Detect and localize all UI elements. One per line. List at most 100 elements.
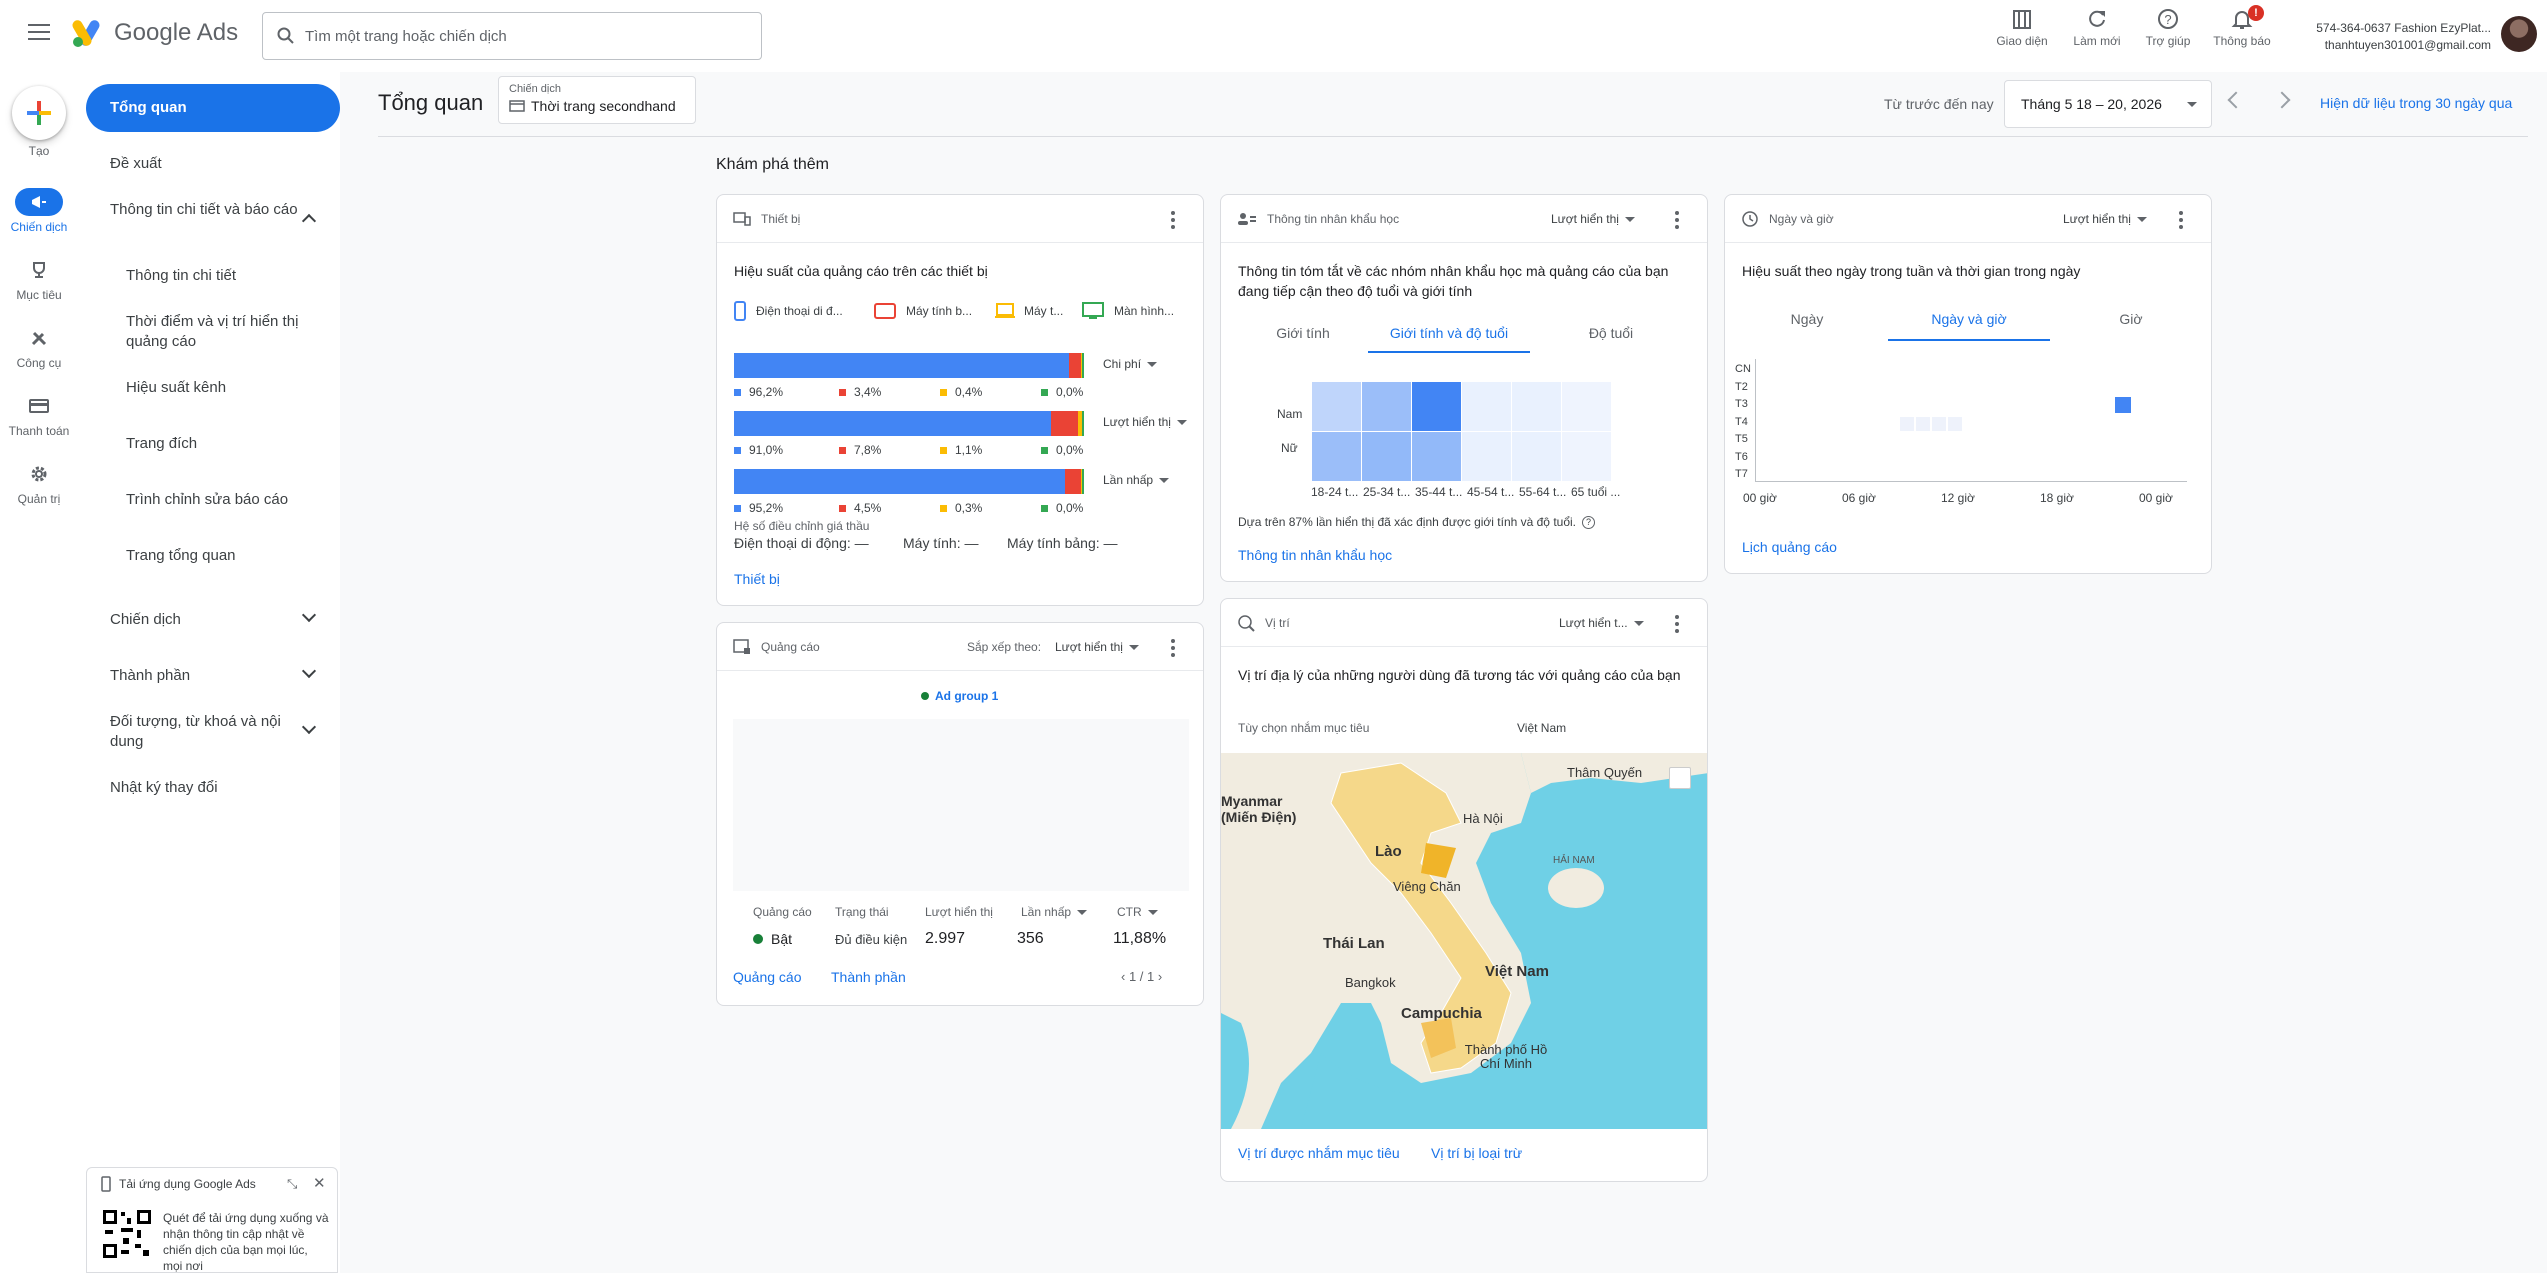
create-button[interactable] — [12, 86, 66, 140]
rail-item-billing[interactable]: Thanh toán — [0, 392, 78, 438]
heat-cell — [1916, 417, 1930, 431]
device-metric-dropdown[interactable]: Lượt hiển thị — [1103, 415, 1187, 429]
tab-age[interactable]: Độ tuổi — [1588, 325, 1634, 341]
tablet-icon — [874, 303, 896, 319]
device-metric-dropdown[interactable]: Chi phí — [1103, 357, 1157, 371]
targeted-locations-link[interactable]: Vị trí được nhắm mục tiêu — [1238, 1145, 1400, 1161]
daytime-metric-dropdown[interactable]: Lượt hiển thị — [2063, 212, 2147, 226]
fullscreen-icon[interactable] — [1669, 767, 1691, 789]
heatmap-cell — [1561, 381, 1612, 432]
device-pct: 1,1% — [940, 443, 982, 457]
help-icon[interactable]: ? — [1582, 516, 1595, 530]
refresh-button[interactable]: Làm mới — [2057, 8, 2137, 48]
help-label: Trợ giúp — [2145, 34, 2191, 48]
app-name: Google Ads — [114, 19, 239, 46]
tab-hour[interactable]: Giờ — [2119, 311, 2143, 327]
appearance-label: Giao diện — [1996, 34, 2048, 48]
ad-preview[interactable] — [733, 719, 1189, 891]
google-ads-logo[interactable]: Google Ads — [72, 18, 238, 48]
nav-insights-label: Thông tin chi tiết và báo cáo — [110, 201, 298, 218]
appearance-button[interactable]: Giao diện — [1982, 8, 2062, 48]
clock-icon — [1742, 210, 1758, 227]
device-bar-segment — [1078, 411, 1083, 436]
nav-change-history[interactable]: Nhật ký thay đổi — [110, 779, 218, 796]
last-30-days-link[interactable]: Hiện dữ liệu trong 30 ngày qua — [2320, 95, 2513, 111]
excluded-locations-link[interactable]: Vị trí bị loại trừ — [1431, 1145, 1523, 1161]
status-dot-icon — [753, 934, 763, 944]
device-bar-segment — [1082, 411, 1084, 436]
heatmap-cell — [1461, 381, 1512, 432]
col-header-ctr[interactable]: CTR — [1117, 905, 1158, 919]
notification-badge: ! — [2248, 5, 2264, 21]
notifications-button[interactable]: Thông báo ! — [2202, 5, 2282, 48]
nav-insights[interactable]: Thông tin chi tiết và báo cáo — [86, 200, 316, 220]
more-vert-icon[interactable] — [2179, 211, 2183, 232]
location-map[interactable]: Myanmar (Miến Điện) Lào Hà Nội Viêng Chă… — [1221, 753, 1707, 1129]
tab-day-hour[interactable]: Ngày và giờ — [1888, 299, 2050, 341]
demo-metric-dropdown[interactable]: Lượt hiển thị — [1551, 212, 1635, 226]
menu-icon[interactable] — [28, 24, 50, 42]
ad-group-label[interactable]: Ad group 1 — [921, 689, 998, 703]
rail-item-campaigns[interactable]: Chiến dịch — [0, 188, 78, 234]
demographics-link[interactable]: Thông tin nhân khẩu học — [1238, 547, 1393, 563]
ad-ctr: 11,88% — [1113, 930, 1167, 947]
nav-assets[interactable]: Thành phần — [110, 667, 191, 684]
account-info[interactable]: 574-364-0637 Fashion EzyPlat... thanhtuy… — [2316, 20, 2491, 54]
nav-insights-item[interactable]: Hiệu suất kênh — [126, 379, 227, 396]
heatmap-cell — [1361, 381, 1412, 432]
x-axis-line — [1755, 481, 2187, 482]
rail-item-admin[interactable]: Quản trị — [0, 460, 78, 506]
device-metric-dropdown[interactable]: Lần nhấp — [1103, 473, 1169, 487]
heatmap-cell — [1511, 381, 1562, 432]
ad-icon — [733, 638, 750, 654]
device-link[interactable]: Thiết bị — [734, 571, 780, 587]
device-pct: 95,2% — [734, 501, 783, 515]
campaign-selector[interactable]: Chiến dịch Thời trang secondhand — [498, 76, 696, 124]
search-input[interactable]: Tìm một trang hoặc chiến dịch — [262, 12, 762, 60]
ad-status-on: Bật — [753, 931, 792, 947]
rail-item-tools[interactable]: Công cụ — [0, 324, 78, 370]
help-button[interactable]: ? Trợ giúp — [2128, 8, 2208, 48]
nav-overview[interactable]: Tổng quan — [86, 84, 340, 132]
device-subtitle: Hiệu suất của quảng cáo trên các thiết b… — [734, 263, 988, 279]
tab-gender-age[interactable]: Giới tính và độ tuổi — [1368, 315, 1530, 353]
device-card-header: Thiết bị — [717, 195, 1203, 243]
assets-link[interactable]: Thành phần — [831, 969, 906, 985]
day-axis: CN T2 T3 T4 T5 T6 T7 — [1735, 361, 1751, 484]
nav-insights-item[interactable]: Trang tổng quan — [126, 547, 236, 564]
avatar[interactable] — [2501, 16, 2537, 52]
map-label: Việt Nam — [1485, 963, 1549, 980]
more-vert-icon[interactable] — [1675, 615, 1679, 636]
pager[interactable]: ‹ 1 / 1 › — [1121, 969, 1163, 984]
close-icon[interactable]: ✕ — [313, 1175, 326, 1192]
daytime-card-header: Ngày và giờ — [1725, 195, 2211, 243]
col-header-clicks[interactable]: Lần nhấp — [1021, 905, 1087, 919]
sort-dropdown[interactable]: Lượt hiển thị — [1055, 640, 1139, 654]
demo-card-title: Thông tin nhân khẩu học — [1267, 211, 1400, 226]
nav-insights-item[interactable]: Thông tin chi tiết — [126, 267, 237, 284]
device-bar-segment — [1080, 469, 1083, 494]
more-vert-icon[interactable] — [1675, 211, 1679, 232]
date-range-picker[interactable]: Tháng 5 18 – 20, 2026 — [2004, 80, 2212, 128]
more-vert-icon[interactable] — [1171, 639, 1175, 660]
nav-insights-item[interactable]: Trang đích — [126, 435, 198, 452]
heat-cell — [1900, 417, 1914, 431]
day-label: T2 — [1735, 380, 1748, 393]
ad-schedule-link[interactable]: Lịch quảng cáo — [1742, 539, 1837, 555]
day-label: T6 — [1735, 450, 1748, 463]
nav-campaigns[interactable]: Chiến dịch — [110, 611, 181, 628]
nav-recommendations[interactable]: Đề xuất — [110, 155, 162, 172]
ads-link[interactable]: Quảng cáo — [733, 969, 802, 985]
collapse-icon[interactable]: ⤡ — [287, 1176, 298, 1191]
device-bar — [734, 411, 1084, 436]
ads-card-header: Quảng cáo — [717, 623, 1203, 671]
nav-audiences[interactable]: Đối tượng, từ khoá và nội dung — [110, 713, 281, 750]
nav-insights-item[interactable]: Trình chỉnh sửa báo cáo — [126, 491, 289, 508]
map-label: Viêng Chăn — [1393, 879, 1461, 894]
rail-item-goals[interactable]: Mục tiêu — [0, 256, 78, 302]
nav-insights-item[interactable]: Thời điểm và vị trí hiển thị quảng cáo — [126, 313, 299, 350]
more-vert-icon[interactable] — [1171, 211, 1175, 232]
location-metric-dropdown[interactable]: Lượt hiển t... — [1559, 616, 1644, 630]
tab-day[interactable]: Ngày — [1790, 311, 1824, 327]
tab-gender[interactable]: Giới tính — [1276, 325, 1330, 341]
